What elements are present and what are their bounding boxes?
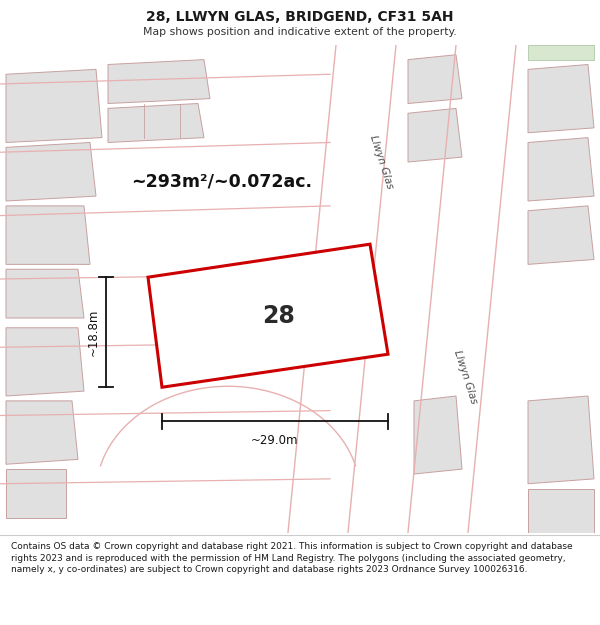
Text: ~18.8m: ~18.8m bbox=[87, 309, 100, 356]
Polygon shape bbox=[6, 69, 102, 142]
Polygon shape bbox=[148, 244, 388, 388]
Polygon shape bbox=[6, 269, 84, 318]
Polygon shape bbox=[108, 59, 210, 104]
Polygon shape bbox=[6, 469, 66, 518]
Text: Llwyn Glas: Llwyn Glas bbox=[368, 134, 394, 190]
Polygon shape bbox=[6, 206, 90, 264]
Text: Map shows position and indicative extent of the property.: Map shows position and indicative extent… bbox=[143, 27, 457, 37]
Text: ~29.0m: ~29.0m bbox=[251, 434, 299, 446]
Polygon shape bbox=[6, 401, 78, 464]
Text: 28: 28 bbox=[263, 304, 295, 328]
Polygon shape bbox=[6, 328, 84, 396]
Polygon shape bbox=[528, 489, 594, 532]
Polygon shape bbox=[408, 108, 462, 162]
Text: ~293m²/~0.072ac.: ~293m²/~0.072ac. bbox=[131, 173, 313, 191]
Polygon shape bbox=[528, 396, 594, 484]
Text: 28, LLWYN GLAS, BRIDGEND, CF31 5AH: 28, LLWYN GLAS, BRIDGEND, CF31 5AH bbox=[146, 10, 454, 24]
Polygon shape bbox=[6, 142, 96, 201]
Polygon shape bbox=[108, 104, 204, 142]
Polygon shape bbox=[528, 45, 594, 59]
Polygon shape bbox=[414, 396, 462, 474]
Text: Contains OS data © Crown copyright and database right 2021. This information is : Contains OS data © Crown copyright and d… bbox=[11, 542, 572, 574]
Polygon shape bbox=[528, 138, 594, 201]
Polygon shape bbox=[408, 55, 462, 104]
Polygon shape bbox=[528, 206, 594, 264]
Text: Llwyn Glas: Llwyn Glas bbox=[452, 349, 478, 404]
Polygon shape bbox=[528, 64, 594, 132]
